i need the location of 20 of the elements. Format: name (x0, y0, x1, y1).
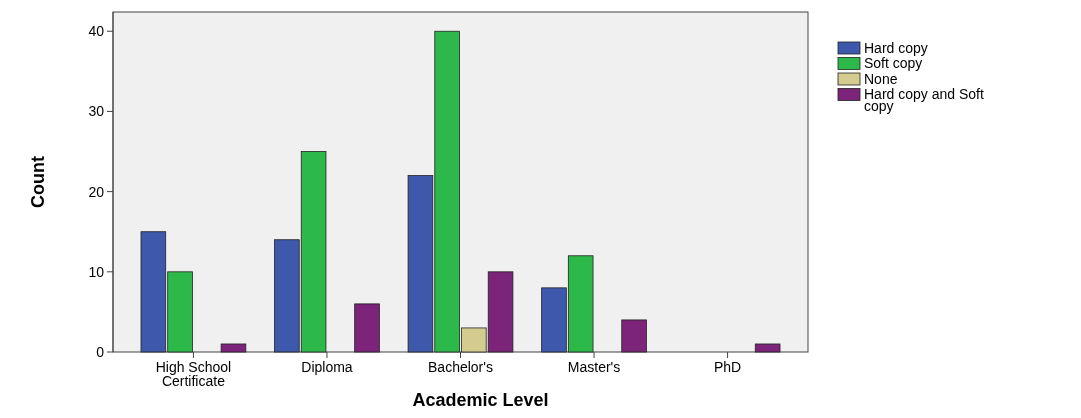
legend-label: None (864, 70, 898, 87)
y-tick-label: 30 (88, 103, 105, 120)
y-axis-title: Count (28, 156, 48, 208)
legend-label: Hard copy (864, 39, 928, 56)
bar (220, 343, 247, 353)
x-tick-label: Diploma (301, 359, 353, 375)
legend-label: Soft copy (864, 55, 923, 72)
y-tick-label: 40 (88, 23, 105, 40)
x-tick-label: Bachelor's (428, 359, 493, 375)
bar (621, 319, 647, 353)
y-tick-label: 10 (88, 263, 105, 280)
y-tick-label: 20 (88, 183, 105, 200)
x-tick-label: High School Certificate (155, 359, 232, 389)
bar (754, 343, 781, 353)
x-axis-title: Academic Level (412, 390, 549, 410)
x-tick-label: PhD (713, 359, 742, 375)
bar (354, 303, 380, 353)
y-tick-label: 0 (96, 343, 105, 360)
legend-label: Hard copy and Soft copy (864, 86, 984, 115)
x-tick-label: Master's (567, 359, 621, 375)
